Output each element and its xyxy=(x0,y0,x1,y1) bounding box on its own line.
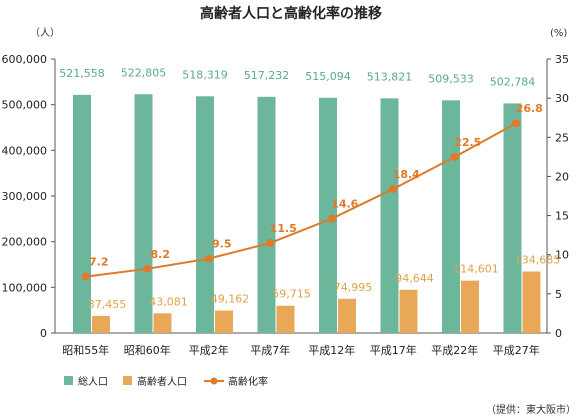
right-tick-label: 25 xyxy=(555,131,569,144)
chart-title: 高齢者人口と高齢化率の推移 xyxy=(200,5,382,22)
left-tick-label: 400,000 xyxy=(2,144,48,157)
bar-elderly-population xyxy=(399,289,418,333)
category-label: 平成22年 xyxy=(431,343,478,357)
label-elderly-population: 59,715 xyxy=(272,288,311,301)
label-rate: 8.2 xyxy=(151,248,171,261)
left-tick-label: 200,000 xyxy=(2,236,48,249)
label-elderly-population: 49,162 xyxy=(211,293,250,306)
category-label: 昭和60年 xyxy=(124,343,171,357)
rate-point xyxy=(389,184,398,193)
label-elderly-population: 114,601 xyxy=(453,263,499,276)
label-rate: 9.5 xyxy=(212,238,232,251)
label-rate: 14.6 xyxy=(331,198,358,211)
category-labels: 昭和55年 昭和60年 平成2年 平成7年 平成12年 平成17年 平成22年 平成27年 xyxy=(62,343,540,357)
legend: 総人口 高齢者人口 高齢化率 xyxy=(64,375,268,388)
label-total-population: 522,805 xyxy=(121,66,167,79)
category-label: 平成27年 xyxy=(493,343,540,357)
rate-point xyxy=(143,264,152,273)
left-tick-label: 600,000 xyxy=(2,53,48,66)
right-axis-unit: (%) xyxy=(550,28,567,39)
rate-point xyxy=(512,119,521,128)
legend-swatch-elderly xyxy=(123,376,132,385)
category-label: 平成7年 xyxy=(250,343,290,357)
category-label: 平成2年 xyxy=(189,343,229,357)
left-tick-label: 100,000 xyxy=(2,281,48,294)
label-elderly-population: 74,995 xyxy=(334,281,373,294)
axes: 0 100,000 200,000 300,000 400,000 500,000 600,… xyxy=(2,53,570,340)
label-rate: 7.2 xyxy=(89,256,109,269)
right-tick-label: 15 xyxy=(555,210,569,223)
right-tick-label: 30 xyxy=(555,92,569,105)
right-tick-label: 20 xyxy=(555,170,569,183)
bar-total-population xyxy=(196,96,214,333)
label-total-population: 509,533 xyxy=(428,72,474,85)
rate-point xyxy=(81,272,90,281)
legend-label-rate: 高齢化率 xyxy=(228,375,268,388)
label-total-population: 517,232 xyxy=(244,69,290,82)
legend-label-total: 総人口 xyxy=(78,375,108,388)
right-tick-label: 0 xyxy=(555,327,562,340)
bar-elderly-population xyxy=(461,280,479,333)
data-labels: 521,558 37,455 522,805 43,081 518,319 49,162 5… xyxy=(59,66,560,311)
label-elderly-population: 43,081 xyxy=(149,295,188,308)
label-elderly-population: 37,455 xyxy=(88,298,127,311)
right-tick-label: 5 xyxy=(555,288,562,301)
bar-elderly-population xyxy=(338,298,356,333)
label-rate: 22.5 xyxy=(454,136,481,149)
right-tick-label: 35 xyxy=(555,53,569,66)
left-tick-label: 300,000 xyxy=(2,190,48,203)
rate-line xyxy=(81,119,521,281)
bar-elderly-population xyxy=(276,305,295,333)
category-label: 平成17年 xyxy=(370,343,417,357)
label-elderly-population: 134,685 xyxy=(515,253,561,266)
source-note: （提供：東大阪市） xyxy=(486,403,576,416)
bar-total-population xyxy=(257,96,276,333)
bar-total-population xyxy=(134,94,153,333)
label-total-population: 518,319 xyxy=(182,68,228,81)
label-total-population: 502,784 xyxy=(490,75,536,88)
rate-point xyxy=(450,152,459,161)
bar-elderly-population xyxy=(92,315,110,333)
bar-total-population xyxy=(380,98,399,334)
rate-point xyxy=(266,238,275,247)
label-elderly-population: 94,644 xyxy=(395,272,434,285)
bar-elderly-population xyxy=(522,271,541,333)
bar-total-population xyxy=(503,103,522,333)
label-rate: 26.8 xyxy=(516,102,543,115)
category-label: 昭和55年 xyxy=(62,343,109,357)
label-total-population: 513,821 xyxy=(367,70,413,83)
legend-swatch-total xyxy=(64,376,73,385)
bar-elderly-population xyxy=(215,310,233,333)
category-label: 平成12年 xyxy=(308,343,355,357)
label-rate: 18.4 xyxy=(393,168,420,181)
legend-marker-rate xyxy=(210,377,218,385)
bar-total-population xyxy=(319,97,337,333)
right-tick-label: 10 xyxy=(555,249,569,262)
left-tick-label: 500,000 xyxy=(2,99,48,112)
legend-label-elderly: 高齢者人口 xyxy=(137,375,187,388)
label-total-population: 521,558 xyxy=(59,67,105,80)
label-total-population: 515,094 xyxy=(305,70,351,83)
left-axis-unit: （人） xyxy=(30,27,60,39)
rate-point xyxy=(204,254,213,263)
label-rate: 11.5 xyxy=(270,222,297,235)
bar-elderly-population xyxy=(153,313,172,333)
left-tick-label: 0 xyxy=(40,327,47,340)
rate-line-path xyxy=(85,122,517,278)
rate-point xyxy=(327,214,336,223)
